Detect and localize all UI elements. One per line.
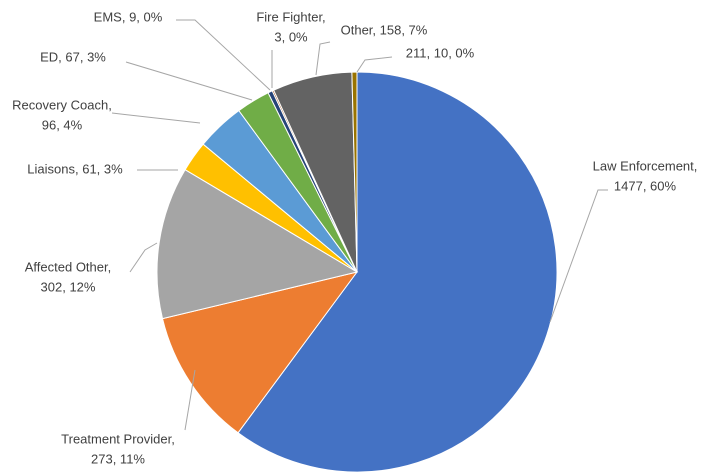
pie-slice: [161, 271, 359, 434]
data-label: EMS, 9, 0%: [94, 9, 163, 24]
data-label: Fire Fighter,: [256, 9, 325, 24]
data-label: 3, 0%: [274, 29, 308, 44]
data-label: Recovery Coach,: [12, 97, 112, 112]
data-label: Liaisons, 61, 3%: [27, 161, 123, 176]
pie-slice: [156, 168, 359, 320]
data-label: Other, 158, 7%: [341, 22, 428, 37]
data-label: Affected Other,: [25, 259, 111, 274]
data-label: Law Enforcement,: [593, 158, 698, 173]
data-label: Treatment Provider,: [61, 431, 175, 446]
data-label: ED, 67, 3%: [40, 49, 106, 64]
pie-slice: [237, 71, 558, 472]
leader-line: [549, 189, 608, 323]
data-label: 302, 12%: [41, 279, 96, 294]
leader-line: [125, 61, 253, 101]
leader-line: [356, 56, 393, 73]
data-label: 211, 10, 0%: [406, 45, 475, 60]
leader-line: [111, 112, 201, 124]
leader-line: [315, 41, 331, 76]
leader-line: [129, 242, 158, 273]
leader-line: [184, 369, 196, 431]
data-label: 1477, 60%: [614, 178, 677, 193]
data-label: 273, 11%: [91, 451, 145, 466]
pie-slice: [351, 71, 358, 273]
leader-line: [176, 19, 271, 91]
data-label: 96, 4%: [42, 117, 83, 132]
